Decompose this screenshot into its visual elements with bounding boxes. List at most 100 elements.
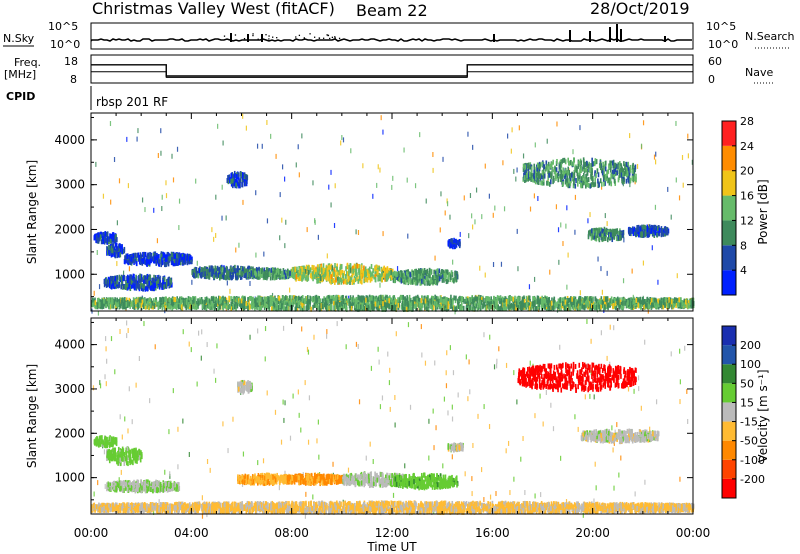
- data-cell: [149, 285, 152, 291]
- data-cell: [450, 270, 453, 276]
- scatter-cell: [372, 193, 374, 199]
- data-cell: [149, 274, 152, 280]
- data-cell: [370, 263, 373, 269]
- scatter-cell: [213, 236, 215, 242]
- data-cell: [364, 266, 367, 272]
- data-cell: [635, 229, 637, 235]
- freq-panel: Freq. [MHz] 18 8 60 0 Nave: [4, 54, 774, 86]
- data-cell: [149, 251, 151, 257]
- data-cell: [395, 271, 398, 277]
- data-cell: [305, 264, 308, 270]
- data-cell: [107, 250, 109, 256]
- data-cell: [567, 160, 570, 166]
- data-cell: [561, 159, 563, 165]
- data-cell: [608, 180, 611, 186]
- data-cell: [148, 280, 150, 286]
- data-cell: [124, 284, 127, 290]
- data-cell: [202, 271, 205, 277]
- data-cell: [599, 227, 602, 233]
- data-cell: [393, 270, 396, 276]
- data-cell: [127, 260, 130, 266]
- data-cell: [379, 276, 382, 282]
- scatter-cell: [533, 276, 536, 282]
- data-cell: [634, 229, 636, 235]
- data-cell: [129, 286, 132, 292]
- data-cell: [339, 304, 341, 310]
- data-cell: [187, 258, 190, 264]
- data-cell: [577, 163, 580, 169]
- data-cell: [313, 265, 315, 271]
- data-cell: [330, 279, 332, 285]
- data-cell: [601, 236, 603, 242]
- data-cell: [343, 270, 345, 276]
- data-cell: [533, 169, 535, 175]
- scatter-cell: [606, 221, 608, 227]
- data-cell: [321, 277, 323, 283]
- data-cell: [160, 253, 163, 259]
- data-cell: [113, 238, 116, 244]
- data-cell: [218, 274, 221, 280]
- data-cell: [543, 164, 546, 170]
- data-cell: [324, 272, 326, 278]
- scatter-cell: [153, 207, 155, 213]
- data-cell: [536, 166, 539, 172]
- nsearch-dot: [318, 37, 321, 39]
- scatter-cell: [557, 227, 560, 233]
- data-cell: [242, 177, 244, 183]
- data-cell: [604, 180, 606, 186]
- scatter-cell: [676, 273, 678, 279]
- data-cell: [143, 251, 145, 257]
- data-cell: [385, 271, 387, 277]
- data-cell: [584, 176, 586, 182]
- data-cell: [445, 273, 447, 279]
- data-cell: [337, 279, 339, 285]
- data-cell: [346, 271, 349, 277]
- data-cell: [564, 173, 567, 179]
- data-cell: [144, 286, 147, 292]
- data-cell: [554, 300, 556, 306]
- nave-tick-top: 60: [708, 55, 722, 68]
- data-cell: [152, 282, 154, 288]
- scatter-cell: [297, 144, 299, 150]
- scatter-cell: [432, 152, 434, 158]
- scatter-cell: [312, 180, 314, 186]
- data-cell: [191, 256, 193, 262]
- data-cell: [372, 268, 374, 274]
- data-cell: [112, 232, 115, 238]
- data-cell: [594, 181, 597, 187]
- data-cell: [645, 225, 647, 231]
- data-cell: [148, 277, 150, 283]
- data-cell: [617, 230, 620, 236]
- data-cell: [271, 275, 274, 281]
- data-cell: [551, 170, 553, 176]
- data-cell: [535, 172, 538, 178]
- data-cell: [167, 257, 169, 263]
- data-cell: [371, 298, 373, 304]
- scatter-cell: [606, 270, 608, 276]
- data-cell: [610, 160, 613, 166]
- data-cell: [125, 280, 127, 286]
- data-cell: [530, 173, 533, 179]
- data-cell: [99, 234, 102, 240]
- data-cell: [629, 178, 632, 184]
- scatter-cell: [597, 256, 599, 262]
- scatter-cell: [261, 143, 263, 149]
- data-cell: [265, 267, 268, 273]
- data-cell: [165, 282, 168, 288]
- data-cell: [368, 275, 370, 281]
- scatter-cell: [263, 251, 265, 257]
- data-cell: [252, 270, 254, 276]
- data-cell: [562, 181, 564, 187]
- data-cell: [349, 279, 351, 285]
- data-cell: [105, 238, 108, 244]
- data-cell: [338, 277, 340, 283]
- data-cell: [560, 169, 563, 175]
- data-cell: [423, 270, 425, 276]
- data-cell: [622, 171, 624, 177]
- scatter-cell: [382, 231, 384, 237]
- data-cell: [150, 258, 152, 264]
- data-cell: [648, 231, 651, 237]
- data-cell: [628, 173, 631, 179]
- data-cell: [593, 227, 596, 233]
- data-cell: [579, 168, 581, 174]
